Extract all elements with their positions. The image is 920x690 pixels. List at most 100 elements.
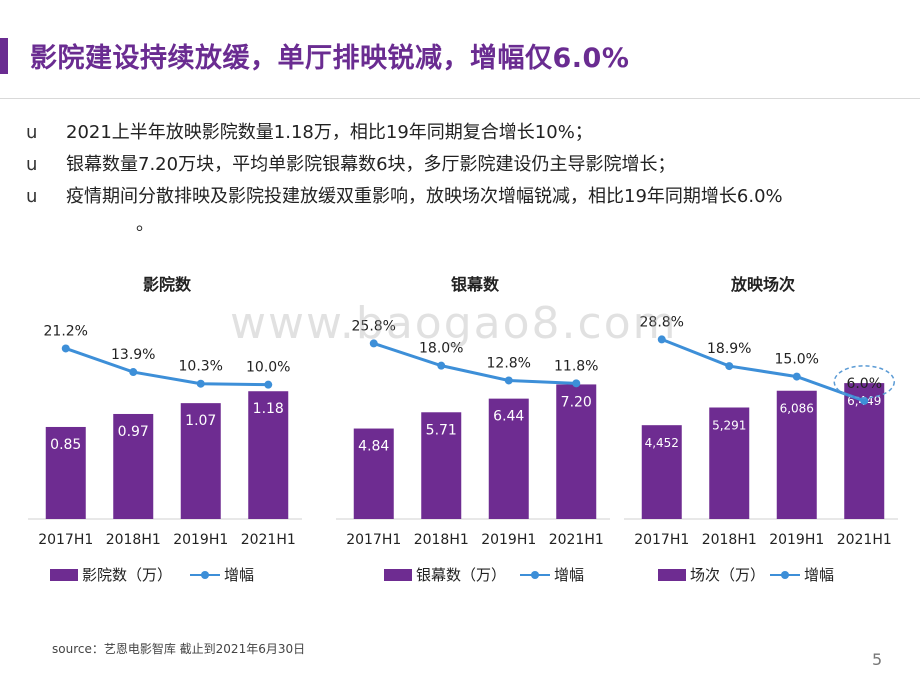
bullet-list: u 2021上半年放映影院数量1.18万，相比19年同期复合增长10%； u 银… (26, 118, 906, 240)
bar (180, 403, 221, 519)
legend-item-bar: 场次（万） (658, 564, 765, 585)
growth-value-label: 6.0% (846, 376, 882, 392)
chart-screenings: 放映场次4,4522017H15,2912018H16,0862019H16,4… (618, 262, 918, 602)
legend-line-swatch (770, 569, 800, 581)
growth-line (373, 341, 577, 385)
legend-line-label: 增幅 (554, 566, 585, 584)
bar (45, 426, 86, 519)
growth-point (196, 379, 205, 388)
x-tick-label: 2018H1 (414, 532, 469, 548)
highlight-callout (833, 365, 895, 399)
chart-screenings-svg: 放映场次4,4522017H15,2912018H16,0862019H16,4… (624, 275, 898, 548)
bar (421, 412, 462, 519)
bar-value-label: 0.85 (50, 437, 81, 453)
growth-point (572, 379, 581, 388)
legend-item-line: 增幅 (520, 564, 584, 585)
growth-point (369, 339, 378, 348)
chart-screen-count-svg: 银幕数 4.84 2017H1 5.71 2018H1 6.44 2019H1 7.20 202… (336, 275, 610, 548)
chart-title: 影院数 (143, 275, 192, 294)
legend-bar-label: 银幕数（万） (416, 566, 507, 584)
growth-value-label: 25.8% (352, 318, 396, 334)
growth-point (860, 396, 869, 405)
growth-point (61, 344, 70, 353)
x-tick-label: 2019H1 (481, 532, 536, 548)
growth-value-label: 10.0% (246, 360, 290, 376)
growth-value-label: 13.9% (111, 347, 155, 363)
x-tick-label: 2021H1 (837, 532, 892, 548)
legend-item-bar: 影院数（万） (50, 564, 172, 585)
bar (556, 384, 597, 519)
bullet-item: u 银幕数量7.20万块，平均单影院银幕数6块，多厅影院建设仍主导影院增长； (26, 150, 906, 180)
bar (353, 428, 394, 519)
legend-bar-swatch (50, 569, 78, 581)
x-tick-label: 2019H1 (769, 532, 824, 548)
bar-value-label: 1.18 (253, 401, 284, 417)
chart-title: 银幕数 (451, 275, 500, 294)
growth-value-label: 18.9% (707, 341, 751, 357)
x-tick-label: 2019H1 (173, 532, 228, 548)
bar-value-label: 4,452 (645, 436, 679, 450)
growth-value-label: 12.8% (487, 355, 531, 371)
growth-point (657, 335, 666, 344)
bullet-item: u 疫情期间分散排映及影院投建放缓双重影响，放映场次增幅锐减，相比19年同期增长… (26, 182, 906, 238)
bar-value-label: 4.84 (358, 439, 389, 455)
x-tick-label: 2018H1 (106, 532, 161, 548)
growth-line (661, 338, 865, 403)
bullet-marker: u (26, 186, 38, 207)
legend-bar-swatch (384, 569, 412, 581)
x-tick-label: 2021H1 (549, 532, 604, 548)
title-divider (0, 98, 920, 99)
bullet-text: 银幕数量7.20万块，平均单影院银幕数6块，多厅影院建设仍主导影院增长； (66, 154, 676, 175)
growth-value-label: 18.0% (419, 341, 463, 357)
growth-value-label: 10.3% (179, 359, 223, 375)
bullet-text: 2021上半年放映影院数量1.18万，相比19年同期复合增长10%； (66, 122, 593, 143)
bullet-item: u 2021上半年放映影院数量1.18万，相比19年同期复合增长10%； (26, 118, 906, 148)
bullet-text-continuation: 。 (136, 214, 154, 235)
chart-title: 放映场次 (730, 275, 795, 294)
bar-value-label: 6,086 (780, 402, 814, 416)
bar-value-label: 5,291 (712, 418, 746, 432)
growth-point (264, 380, 273, 389)
growth-point (129, 368, 138, 377)
source-note: source：艺恩电影智库 截止到2021年6月30日 (52, 642, 306, 656)
growth-value-label: 15.0% (775, 352, 819, 368)
title-accent-bar (0, 38, 8, 74)
legend-line-label: 增幅 (804, 566, 835, 584)
bar-value-label: 5.71 (426, 422, 457, 438)
growth-value-label: 28.8% (640, 314, 684, 330)
legend-item-line: 增幅 (190, 564, 254, 585)
growth-value-label: 21.2% (44, 323, 88, 339)
bullet-text: 疫情期间分散排映及影院投建放缓双重影响，放映场次增幅锐减，相比19年同期增长6.… (66, 186, 783, 207)
legend-bar-label: 影院数（万） (82, 566, 173, 584)
x-tick-label: 2018H1 (702, 532, 757, 548)
bullet-marker: u (26, 154, 38, 175)
legend-line-swatch (520, 569, 550, 581)
growth-value-label: 11.8% (554, 358, 598, 374)
bar-value-label: 7.20 (561, 394, 592, 410)
growth-point (504, 376, 513, 385)
x-tick-label: 2017H1 (346, 532, 401, 548)
bar (709, 407, 750, 519)
page-number: 5 (872, 650, 883, 669)
x-tick-label: 2021H1 (241, 532, 296, 548)
growth-point (792, 372, 801, 381)
legend-line-swatch (190, 569, 220, 581)
watermark: www.baogao8.com (230, 298, 678, 349)
bar (488, 398, 529, 519)
legend-item-line: 增幅 (770, 564, 834, 585)
legend-item-bar: 银幕数（万） (384, 564, 506, 585)
legend-bar-label: 场次（万） (690, 566, 766, 584)
bar (248, 391, 289, 519)
chart-cinema-count-svg: 影院数 0.85 2017H1 0.97 2018H1 1.07 2019H1 1.18 202… (28, 275, 302, 548)
bar-value-label: 1.07 (185, 413, 216, 429)
bar-value-label: 6.44 (493, 409, 524, 425)
bar-value-label: 0.97 (118, 424, 149, 440)
legend-bar-swatch (658, 569, 686, 581)
growth-point (725, 362, 734, 371)
bar (113, 413, 154, 519)
bullet-marker: u (26, 122, 38, 143)
chart-screen-count: 银幕数 4.84 2017H1 5.71 2018H1 6.44 2019H1 7.20 202… (330, 262, 630, 602)
x-tick-label: 2017H1 (634, 532, 689, 548)
growth-point (437, 361, 446, 370)
legend-line-label: 增幅 (224, 566, 255, 584)
